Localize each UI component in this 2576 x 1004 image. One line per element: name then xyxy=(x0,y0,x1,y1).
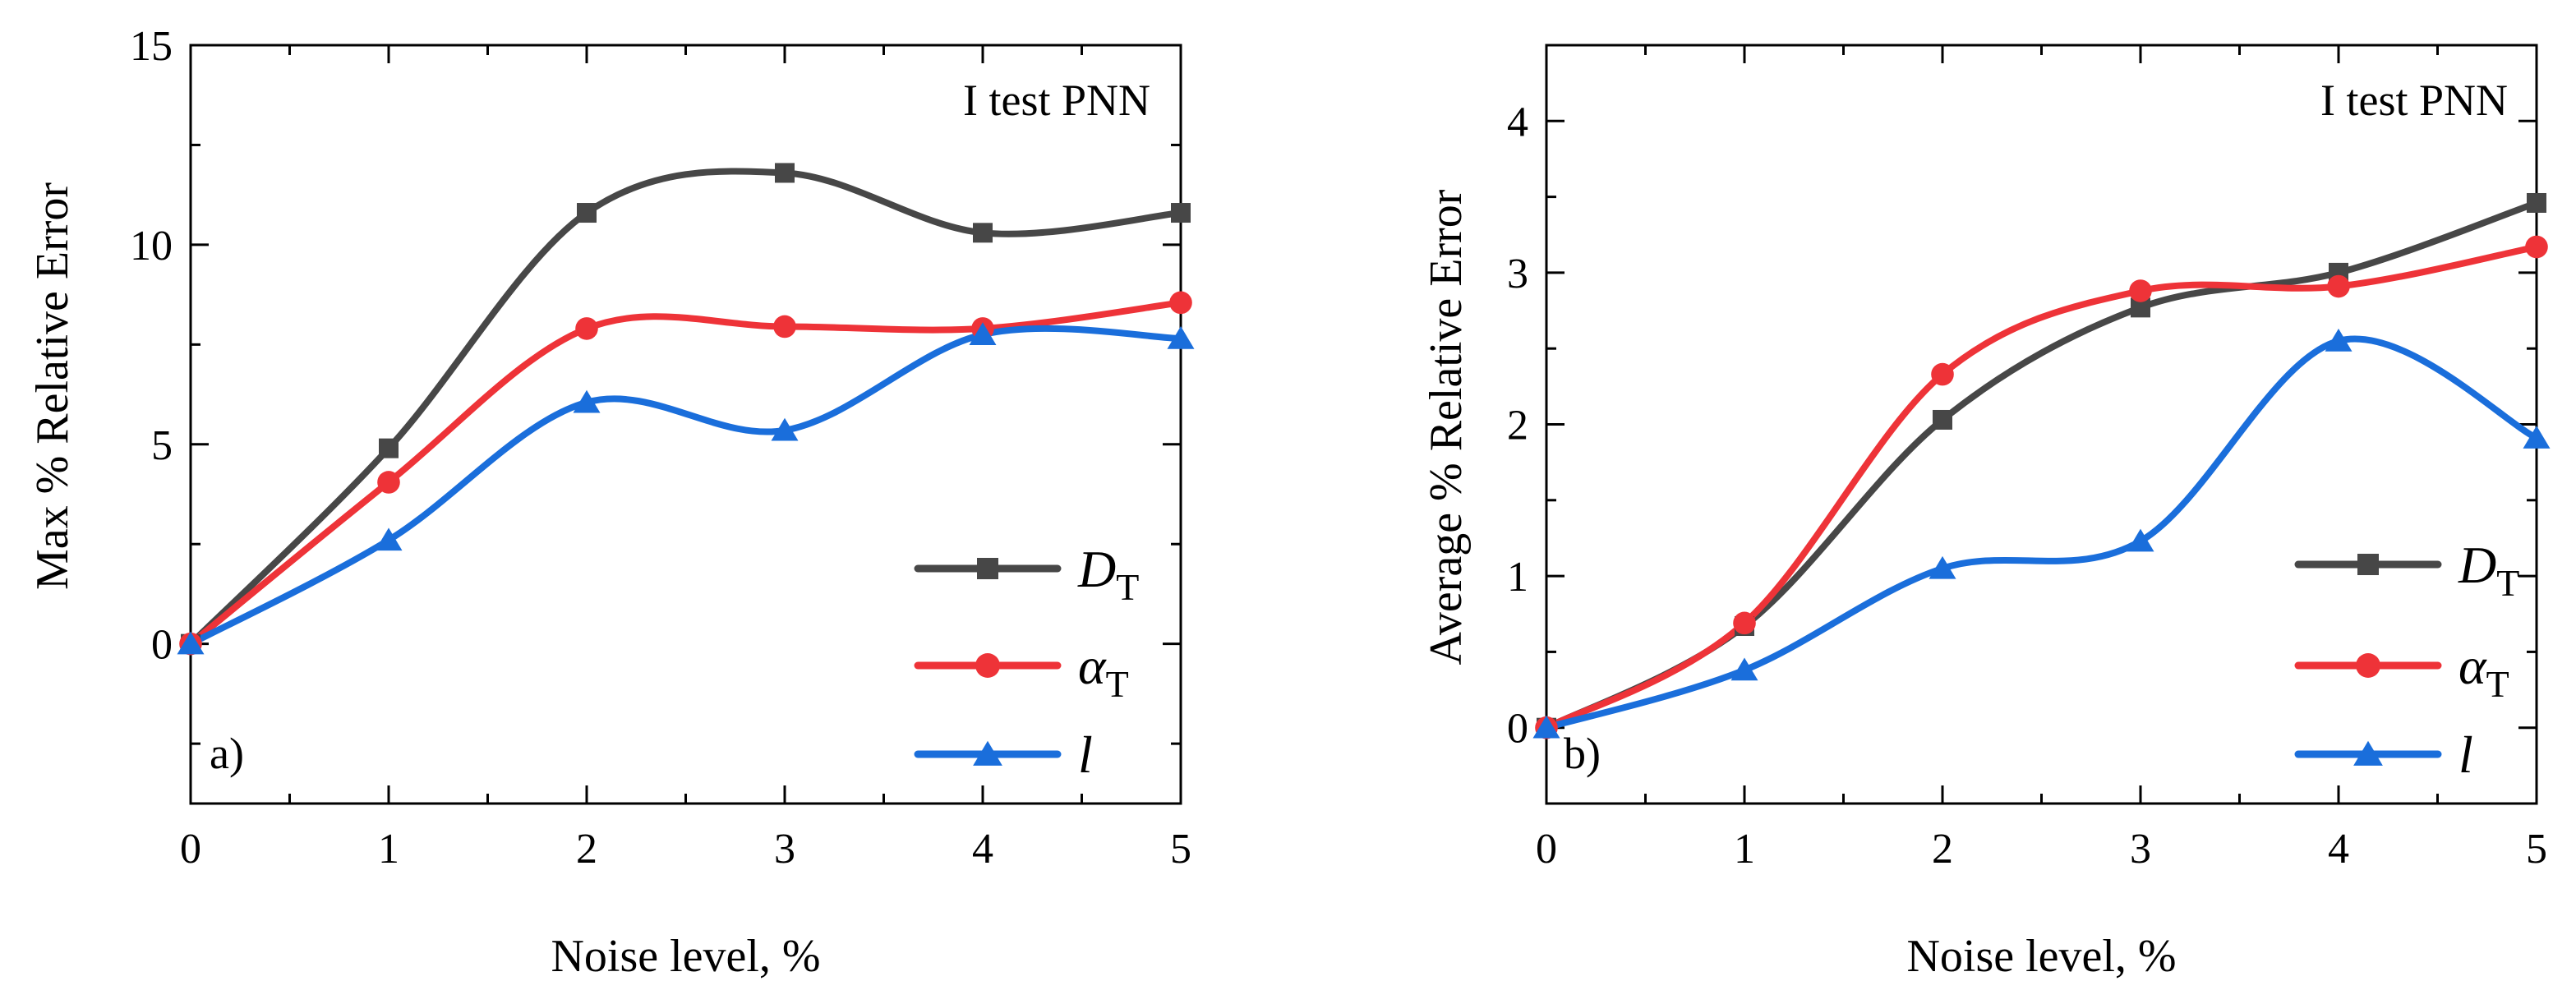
x-tick-label: 0 xyxy=(1536,826,1557,873)
y-tick-label: 2 xyxy=(1507,403,1528,449)
y-tick-label: 1 xyxy=(1507,554,1528,601)
data-point xyxy=(1929,555,1956,579)
series-line xyxy=(1543,243,2540,731)
data-point xyxy=(2127,528,2154,552)
plot-frame xyxy=(189,44,1182,805)
annotation: I test PNN xyxy=(963,76,1150,125)
legend-label: DT xyxy=(2458,536,2519,604)
y-axis-label: Max % Relative Error xyxy=(27,182,78,590)
x-tick-label: 5 xyxy=(2526,826,2547,873)
legend-marker xyxy=(977,558,998,579)
data-point xyxy=(775,163,795,183)
x-tick-label: 2 xyxy=(1932,826,1953,873)
data-point xyxy=(1933,409,1952,430)
data-point xyxy=(177,631,205,655)
data-point xyxy=(973,223,993,243)
y-axis-label: Average % Relative Error xyxy=(1421,189,1472,665)
data-point xyxy=(379,438,399,458)
data-point xyxy=(2523,426,2551,449)
series-line xyxy=(187,325,1184,647)
data-point xyxy=(1167,326,1195,349)
series-line xyxy=(187,168,1184,647)
x-tick-label: 5 xyxy=(1170,826,1191,873)
legend-label: l xyxy=(2458,725,2473,784)
x-tick-label: 4 xyxy=(972,826,993,873)
legend-marker xyxy=(2357,554,2379,575)
legend-marker xyxy=(973,740,1002,766)
x-axis-label: Noise level, % xyxy=(551,931,820,982)
chart-panel-a: 0 1 2 3 4 5 0 5 10 15 Noise level, % Max % Relative… xyxy=(27,23,1195,982)
x-tick-label: 4 xyxy=(2328,826,2349,873)
x-tick-label: 2 xyxy=(576,826,597,873)
legend-label: αT xyxy=(2458,637,2509,705)
data-point xyxy=(2327,274,2350,298)
y-tick-label: 15 xyxy=(130,23,173,70)
panel-label: b) xyxy=(1564,729,1601,778)
data-point xyxy=(969,322,997,345)
x-tick-label: 0 xyxy=(180,826,201,873)
data-point xyxy=(1733,611,1756,635)
data-point xyxy=(2527,192,2546,213)
y-tick-label: 5 xyxy=(151,422,173,469)
data-point xyxy=(577,203,597,223)
data-point xyxy=(377,471,400,494)
annotation: I test PNN xyxy=(2320,76,2508,125)
data-point xyxy=(771,417,799,441)
data-point xyxy=(1532,715,1560,739)
y-tick-label: 3 xyxy=(1507,251,1528,297)
data-point xyxy=(2325,328,2353,352)
y-tick-label: 10 xyxy=(130,223,173,269)
legend-marker xyxy=(2356,653,2380,678)
data-point xyxy=(773,315,796,339)
data-point xyxy=(1730,657,1758,681)
data-point xyxy=(2525,235,2548,259)
x-tick-label: 3 xyxy=(774,826,795,873)
legend-label: l xyxy=(1078,725,1093,784)
x-tick-label: 3 xyxy=(2130,826,2151,873)
data-point xyxy=(375,527,403,551)
data-point xyxy=(573,389,601,413)
legend-label: αT xyxy=(1078,637,1129,705)
legend-label: DT xyxy=(1077,540,1139,608)
data-point xyxy=(2129,279,2152,302)
legend-marker xyxy=(2353,740,2383,766)
series-line xyxy=(1543,335,2540,731)
x-tick-label: 1 xyxy=(1734,826,1755,873)
chart-panel-b: 0 1 2 3 4 5 0 1 2 3 4 Noise level, % Average % Relat… xyxy=(1421,44,2551,982)
panel-label: a) xyxy=(210,729,244,778)
data-point xyxy=(575,317,598,340)
series-line xyxy=(187,299,1184,647)
y-tick-label: 0 xyxy=(151,622,173,669)
data-point xyxy=(1171,203,1191,223)
x-axis-label: Noise level, % xyxy=(1906,931,2176,982)
x-tick-label: 1 xyxy=(378,826,399,873)
y-tick-label: 0 xyxy=(1507,706,1528,753)
data-point xyxy=(1931,362,1954,386)
data-point xyxy=(1169,291,1192,315)
y-tick-label: 4 xyxy=(1507,99,1528,145)
legend-marker xyxy=(975,653,1000,678)
